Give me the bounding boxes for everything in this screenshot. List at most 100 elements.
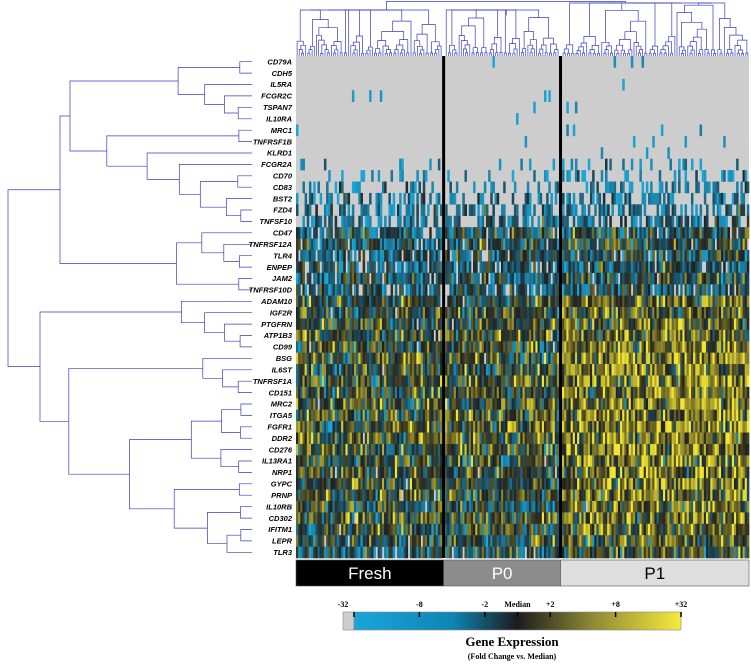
heatmap-cell (407, 466, 411, 479)
heatmap-cell (369, 398, 372, 410)
heatmap-cell (473, 523, 476, 536)
heatmap-cell (427, 352, 430, 365)
heatmap-cell (384, 352, 387, 365)
heatmap-cell (522, 352, 525, 365)
heatmap-cell (611, 432, 614, 445)
column-dendrogram-branch (399, 52, 403, 56)
heatmap-cell (587, 500, 591, 513)
heatmap-cell (496, 489, 500, 502)
heatmap-cell (403, 249, 406, 262)
heatmap-cell (304, 386, 308, 399)
heatmap-cell (373, 512, 376, 525)
heatmap-cell (546, 432, 549, 445)
heatmap-cell (460, 249, 463, 262)
heatmap-cell (358, 375, 361, 388)
heatmap-cell (483, 455, 487, 468)
heatmap-cell (494, 364, 498, 376)
heatmap-cell (533, 489, 536, 502)
heatmap-cell (543, 432, 547, 445)
heatmap-cell (409, 341, 413, 353)
heatmap-cell (345, 192, 348, 205)
heatmap-cell (468, 409, 472, 422)
heatmap-cell (416, 421, 419, 433)
heatmap-cell (326, 535, 329, 547)
heatmap-cell (377, 409, 381, 422)
heatmap-cell (526, 523, 530, 536)
heatmap-cell (543, 272, 547, 285)
heatmap-cell (386, 421, 389, 433)
heatmap-cell (513, 523, 517, 536)
heatmap-cell (572, 432, 576, 445)
heatmap-cell (362, 421, 366, 433)
heatmap-cell (330, 318, 333, 331)
heatmap-cell (579, 227, 582, 239)
column-dendrogram-branch (616, 52, 620, 56)
heatmap-cell (609, 318, 612, 331)
heatmap-cell (617, 386, 621, 399)
heatmap-cell (537, 249, 541, 262)
heatmap-cell (455, 409, 459, 422)
heatmap-cell (455, 398, 459, 410)
heatmap-cell (516, 546, 519, 559)
heatmap-cell (453, 432, 457, 445)
heatmap-cell (548, 215, 551, 228)
heatmap-cell (587, 523, 591, 536)
heatmap-cell (475, 535, 478, 547)
heatmap-cell (347, 421, 351, 433)
heatmap-cell (564, 535, 567, 547)
heatmap-cell (451, 443, 455, 456)
heatmap-cell (447, 295, 450, 308)
heatmap-cell (598, 192, 602, 205)
heatmap-cell (589, 215, 593, 228)
heatmap-cell (574, 409, 578, 422)
heatmap-cell (319, 386, 323, 399)
heatmap-cell (548, 500, 551, 513)
heatmap-cell (522, 535, 525, 547)
heatmap-cell (377, 272, 381, 285)
heatmap-cell (345, 535, 348, 547)
heatmap-cell (358, 352, 361, 365)
heatmap-cell (313, 295, 316, 308)
heatmap-cell (507, 364, 510, 376)
heatmap-cell (373, 307, 376, 319)
column-dendrogram-branch (597, 52, 600, 56)
heatmap-cell (369, 455, 372, 468)
heatmap-cell (620, 192, 623, 205)
heatmap-cell (377, 466, 381, 479)
heatmap-cell (313, 307, 316, 319)
heatmap-cell (524, 375, 528, 388)
heatmap-cell (351, 227, 355, 239)
heatmap-cell (550, 238, 553, 251)
heatmap-cell (581, 512, 584, 525)
heatmap-cell (483, 341, 487, 353)
heatmap-cell (583, 421, 587, 433)
heatmap-cell (386, 272, 389, 285)
heatmap-cell (503, 238, 506, 251)
heatmap-cell (475, 386, 478, 399)
heatmap-cell (464, 500, 467, 513)
heatmap-cell (537, 478, 541, 490)
heatmap-cell (535, 546, 538, 559)
heatmap-cell (492, 341, 495, 353)
heatmap-cell (605, 295, 608, 308)
heatmap-cell (343, 523, 346, 536)
heatmap-cell (332, 546, 336, 559)
heatmap-cell (624, 432, 627, 445)
heatmap-cell (416, 466, 419, 479)
heatmap-cell (416, 375, 419, 388)
heatmap-cell (562, 238, 565, 251)
heatmap-cell (543, 170, 547, 182)
heatmap-cell (537, 284, 541, 296)
heatmap-cell (347, 307, 351, 319)
heatmap-cell (455, 523, 459, 536)
heatmap-cell (418, 421, 421, 433)
heatmap-cell (537, 500, 541, 513)
heatmap-cell (509, 272, 513, 285)
column-dendrogram-branch (730, 52, 734, 56)
heatmap-cell (615, 272, 619, 285)
heatmap-cell (464, 489, 467, 502)
heatmap-cell (298, 546, 301, 559)
heatmap-cell (570, 432, 574, 445)
heatmap-cell (498, 535, 502, 547)
heatmap-cell (462, 307, 465, 319)
